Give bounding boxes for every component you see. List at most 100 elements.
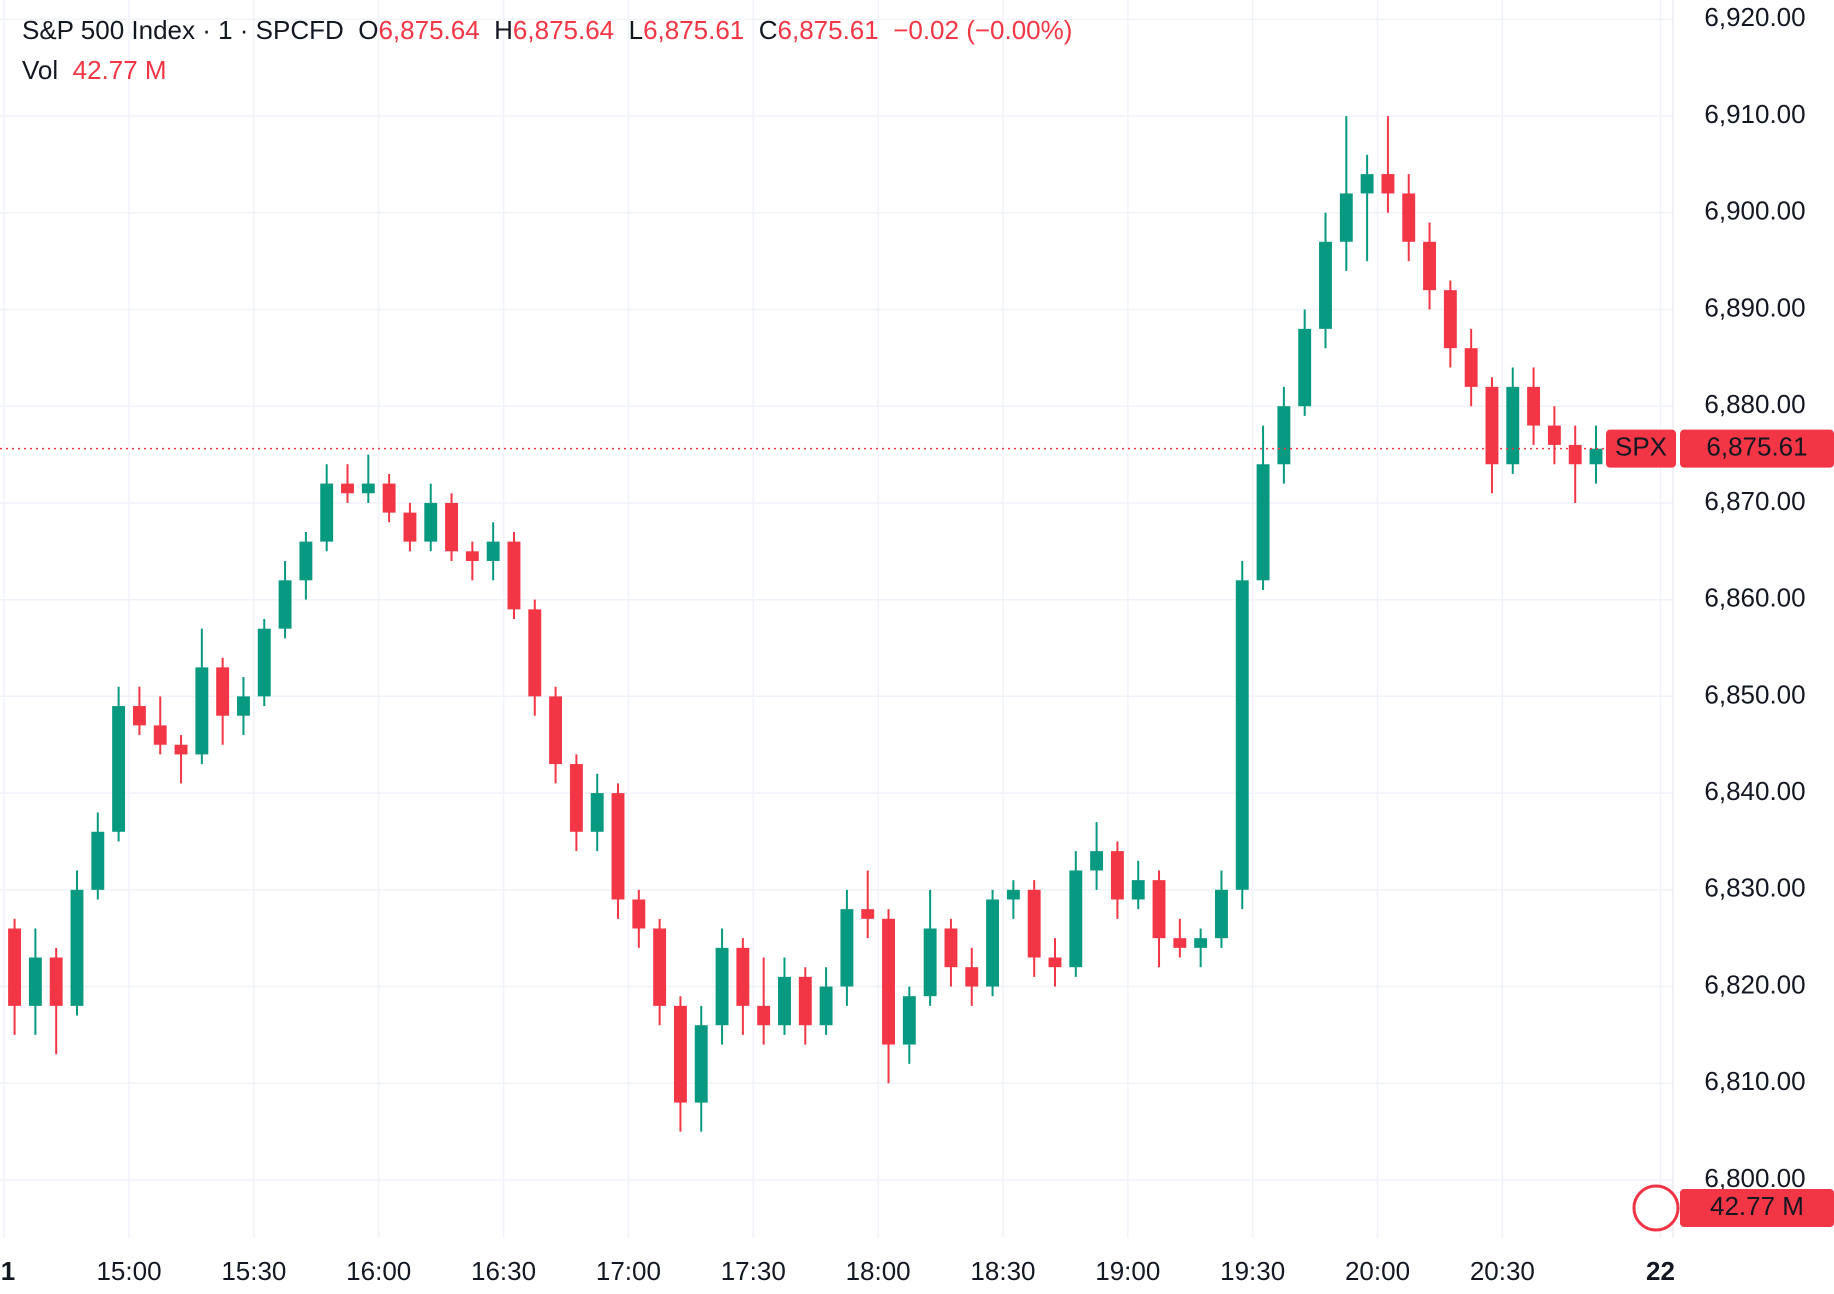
price-badge — [1680, 429, 1834, 468]
y-tick-label: 6,920.00 — [1704, 2, 1805, 32]
candle-body — [299, 541, 313, 581]
candle-body — [1194, 938, 1208, 948]
volume-label: Vol — [22, 55, 59, 85]
candle-body — [1485, 386, 1499, 465]
ohlc-label: L — [628, 15, 644, 45]
flag-icon — [1632, 1184, 1680, 1232]
candle-body — [278, 580, 292, 629]
candle-body — [341, 483, 354, 494]
candle-body — [132, 706, 146, 726]
candle-body — [507, 541, 521, 610]
candle-body — [1110, 851, 1124, 900]
ohlc-label: O — [358, 15, 379, 45]
x-tick-label: 16:00 — [346, 1256, 411, 1286]
candle-body — [216, 667, 230, 716]
candle-body — [986, 899, 1000, 987]
change-value: −0.02 (−0.00%) — [893, 15, 1073, 45]
y-tick-label: 6,800.00 — [1704, 1163, 1805, 1193]
ohlc-value: 6,875.61 — [777, 15, 879, 45]
candle-body — [944, 928, 958, 968]
candle-body — [1256, 464, 1270, 581]
y-tick-label: 6,910.00 — [1704, 99, 1805, 129]
candle-body — [1381, 174, 1395, 194]
candle-body — [1589, 448, 1603, 465]
candle-body — [840, 909, 854, 987]
candle-body — [91, 831, 105, 890]
candle-body — [382, 483, 396, 513]
candle-body — [465, 551, 479, 561]
candle-body — [361, 483, 375, 494]
x-tick-label: 18:30 — [970, 1256, 1035, 1286]
candle-body — [1547, 425, 1561, 445]
candle-body — [1402, 193, 1416, 242]
candle-body — [861, 909, 875, 919]
y-tick-label: 6,840.00 — [1704, 776, 1805, 806]
candle-body — [174, 744, 188, 755]
x-tick-label: 18:00 — [846, 1256, 911, 1286]
candle-body — [195, 667, 209, 755]
legend: S&P 500 Index · 1 · SPCFD O6,875.64 H6,8… — [22, 10, 1072, 90]
candle-body — [923, 928, 937, 997]
candle-body — [445, 502, 458, 552]
ohlc-label: H — [494, 15, 513, 45]
ohlc-value: 6,875.64 — [378, 15, 480, 45]
legend-row: Vol 42.77 M — [22, 50, 1072, 90]
x-tick-label: 19:00 — [1095, 1256, 1160, 1286]
legend-row: S&P 500 Index · 1 · SPCFD O6,875.64 H6,8… — [22, 10, 1072, 50]
ohlc-value: 6,875.64 — [512, 15, 615, 45]
x-tick-label: 15:30 — [221, 1256, 286, 1286]
y-tick-label: 6,880.00 — [1704, 389, 1805, 419]
candle-body — [653, 928, 667, 1006]
candle-body — [1319, 241, 1332, 329]
candle-body — [1006, 889, 1020, 900]
symbol-badge — [1606, 429, 1676, 468]
candle-body — [569, 764, 583, 832]
candle-body — [1506, 386, 1520, 465]
candle-body — [819, 986, 833, 1026]
candle-body — [1527, 386, 1541, 426]
candle-body — [424, 502, 438, 542]
candle-body — [1423, 241, 1436, 291]
candle-body — [1027, 889, 1041, 958]
candle-body — [403, 512, 417, 542]
candle-body — [798, 976, 812, 1026]
candle-body — [1131, 880, 1145, 900]
candle-body — [902, 996, 916, 1045]
candle-body — [1215, 889, 1228, 939]
x-tick-label: 16:30 — [471, 1256, 536, 1286]
candle-body — [153, 725, 167, 745]
volume-value: 42.77 M — [72, 55, 167, 85]
candle-body — [486, 541, 500, 561]
candle-body — [112, 706, 126, 832]
y-tick-label: 6,830.00 — [1704, 873, 1805, 903]
x-tick-label: 17:30 — [721, 1256, 786, 1286]
y-tick-label: 6,810.00 — [1704, 1066, 1805, 1096]
ohlc-value: 6,875.61 — [643, 15, 745, 45]
candle-body — [611, 793, 625, 900]
candle-body — [1090, 851, 1104, 871]
candle-body — [757, 1005, 771, 1026]
y-tick-label: 6,890.00 — [1704, 292, 1805, 322]
y-tick-label: 6,820.00 — [1704, 969, 1805, 999]
ohlc-label: C — [758, 15, 778, 45]
y-tick-label: 6,870.00 — [1704, 486, 1805, 516]
x-tick-label: 15:00 — [96, 1256, 161, 1286]
candle-body — [736, 947, 750, 1006]
symbol-badge-text: SPX — [1615, 432, 1667, 462]
candle-body — [1048, 957, 1062, 968]
y-tick-label: 6,850.00 — [1704, 679, 1805, 709]
candle-body — [673, 1005, 687, 1103]
candle-body — [8, 928, 22, 1006]
candle-body — [1339, 193, 1353, 242]
x-tick-label: 22 — [1646, 1256, 1675, 1286]
candle-body — [49, 957, 63, 1006]
x-tick-label: 1 — [1, 1256, 15, 1286]
candle-body — [1277, 406, 1291, 465]
candle-body — [1173, 938, 1187, 948]
candle-body — [590, 793, 604, 832]
volume-badge — [1680, 1189, 1834, 1227]
price-badge-text: 6,875.61 — [1706, 432, 1807, 462]
candle-body — [28, 957, 42, 1006]
